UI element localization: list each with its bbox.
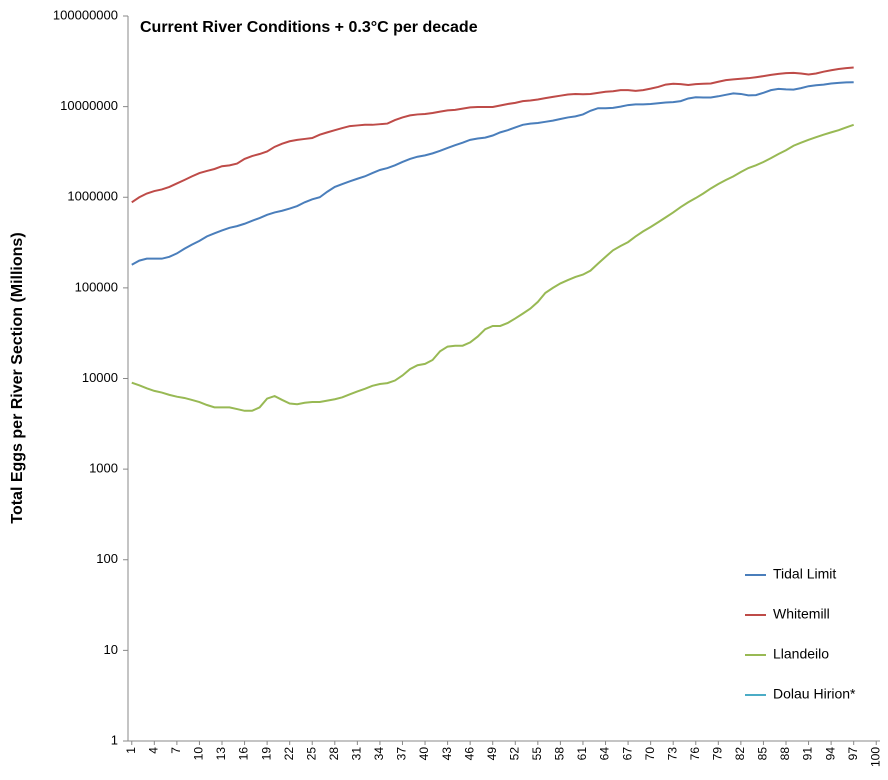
legend-label: Whitemill <box>773 606 830 622</box>
x-tick-label: 43 <box>440 747 454 761</box>
x-tick-label: 61 <box>575 747 589 761</box>
x-tick-label: 22 <box>282 747 296 761</box>
x-tick-label: 4 <box>146 747 160 754</box>
y-tick-label: 10000000 <box>60 98 118 113</box>
x-tick-label: 55 <box>530 747 544 761</box>
x-tick-label: 52 <box>507 747 521 761</box>
y-tick-label: 1000 <box>89 461 118 476</box>
y-tick-label: 100000000 <box>53 7 118 22</box>
x-tick-label: 19 <box>259 747 273 761</box>
x-tick-label: 7 <box>169 747 183 754</box>
x-tick-label: 85 <box>756 747 770 761</box>
x-tick-label: 76 <box>688 747 702 761</box>
x-tick-label: 70 <box>643 747 657 761</box>
y-tick-label: 10000 <box>82 370 118 385</box>
x-tick-label: 16 <box>237 747 251 761</box>
x-tick-label: 10 <box>192 747 206 761</box>
y-tick-label: 1 <box>111 732 118 747</box>
x-tick-label: 73 <box>665 747 679 761</box>
x-tick-label: 100 <box>868 747 882 767</box>
legend-label: Llandeilo <box>773 646 829 662</box>
x-tick-label: 31 <box>350 747 364 761</box>
series-line <box>131 81 854 266</box>
legend-label: Dolau Hirion* <box>773 686 856 702</box>
x-tick-label: 82 <box>733 747 747 761</box>
x-tick-label: 49 <box>485 747 499 761</box>
x-tick-label: 94 <box>823 747 837 761</box>
x-tick-label: 25 <box>304 747 318 761</box>
y-tick-label: 100000 <box>75 279 118 294</box>
x-tick-label: 40 <box>417 747 431 761</box>
x-tick-label: 1 <box>124 747 138 754</box>
y-tick-label: 1000000 <box>67 189 118 204</box>
x-tick-label: 64 <box>598 747 612 761</box>
x-tick-label: 58 <box>553 747 567 761</box>
x-tick-label: 46 <box>462 747 476 761</box>
x-tick-label: 34 <box>372 747 386 761</box>
legend-label: Tidal Limit <box>773 566 836 582</box>
series-line <box>131 66 854 204</box>
y-tick-label: 100 <box>96 551 118 566</box>
x-tick-label: 28 <box>327 747 341 761</box>
chart-title: Current River Conditions + 0.3°C per dec… <box>140 19 478 36</box>
series-line <box>131 123 855 412</box>
x-tick-label: 79 <box>710 747 724 761</box>
x-tick-label: 13 <box>214 747 228 761</box>
x-tick-label: 97 <box>846 747 860 761</box>
x-tick-label: 37 <box>395 747 409 761</box>
y-axis-label: Total Eggs per River Section (Millions) <box>9 232 26 523</box>
x-tick-label: 88 <box>778 747 792 761</box>
x-tick-label: 91 <box>801 747 815 761</box>
x-tick-label: 67 <box>620 747 634 761</box>
y-tick-label: 10 <box>104 642 118 657</box>
